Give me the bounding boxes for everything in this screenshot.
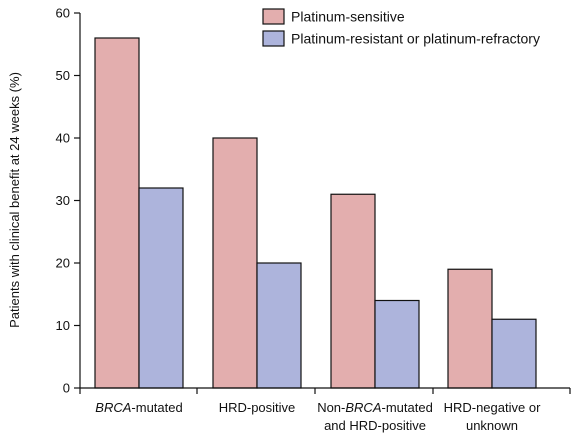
bar-platinum-sensitive-4 — [447, 268, 493, 389]
bar-platinum-sensitive-3 — [330, 193, 376, 389]
y-tick-label: 60 — [56, 6, 70, 21]
bar-platinum-resistant-1 — [138, 187, 184, 389]
axes — [79, 13, 571, 394]
bar-platinum-sensitive-2 — [212, 137, 258, 389]
x-category-label: HRD-positive — [219, 400, 296, 415]
x-category-label: BRCA-mutated — [95, 400, 182, 415]
y-tick-label: 30 — [56, 193, 70, 208]
y-axis: 0 10 20 30 40 50 60 — [56, 6, 80, 396]
y-axis-label: Patients with clinical benefit at 24 wee… — [7, 72, 22, 328]
bar-platinum-resistant-4 — [491, 318, 537, 389]
x-category-label: HRD-negative or unknown — [444, 400, 541, 433]
bar-platinum-resistant-3 — [374, 299, 420, 389]
legend-label: Platinum-sensitive — [291, 9, 405, 25]
y-tick-label: 50 — [56, 68, 70, 83]
legend-swatch — [262, 8, 285, 25]
y-tick-label: 40 — [56, 131, 70, 146]
bar-platinum-resistant-2 — [256, 262, 302, 389]
legend-label: Platinum-resistant or platinum-refractor… — [291, 31, 540, 47]
y-tick-label: 20 — [56, 256, 70, 271]
legend-swatch — [262, 30, 285, 47]
legend: Platinum-sensitive Platinum-resistant or … — [262, 8, 540, 47]
y-tick-label: 0 — [63, 381, 70, 396]
x-category-label: Non-BRCA-mutated and HRD-positive — [317, 400, 433, 433]
bar-platinum-sensitive-1 — [94, 37, 140, 389]
x-axis: BRCA-mutated HRD-positive Non-BRCA-mutated… — [95, 400, 541, 433]
bars — [94, 37, 537, 389]
y-tick-label: 10 — [56, 318, 70, 333]
